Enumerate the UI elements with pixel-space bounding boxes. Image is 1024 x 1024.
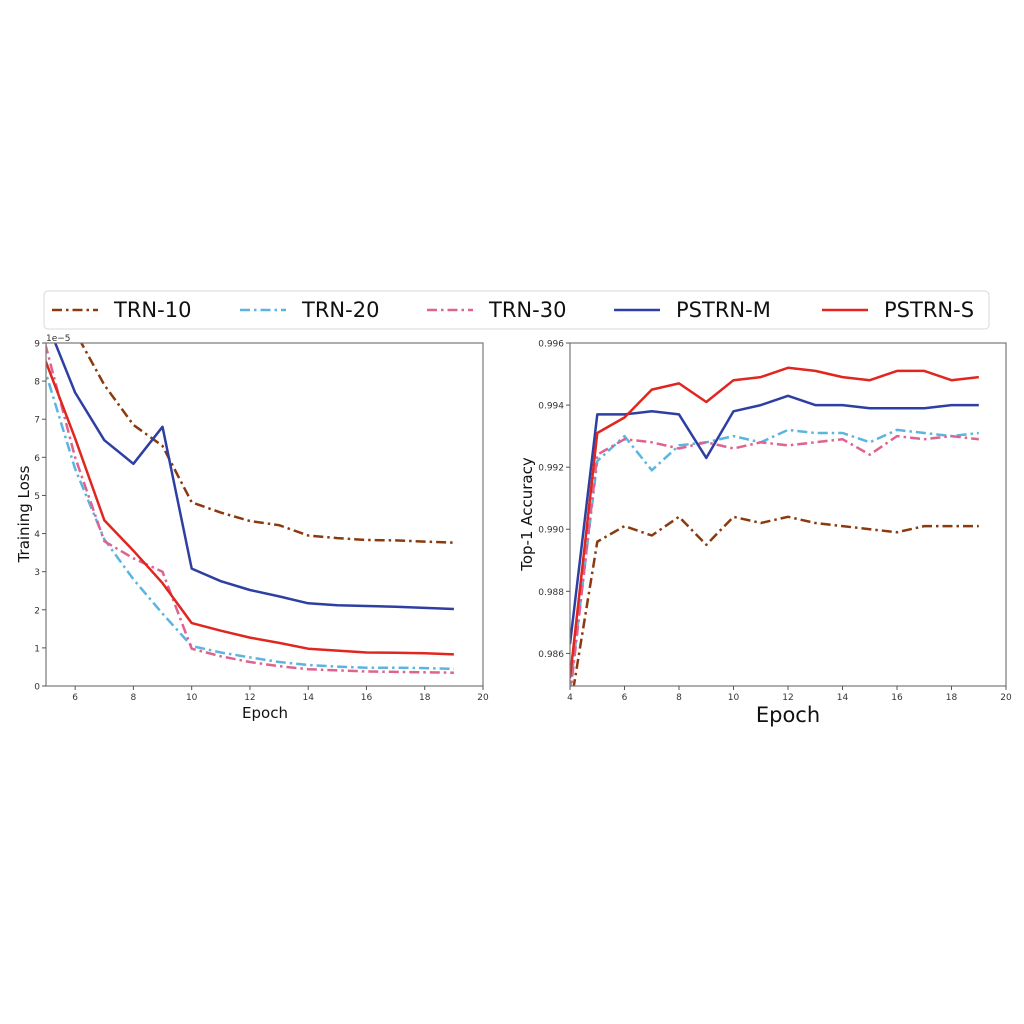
series-line-trn-20 — [570, 428, 979, 686]
y-tick-label: 5 — [34, 492, 40, 502]
y-tick-label: 0 — [34, 683, 40, 693]
y-axis-label-right: Top-1 Accuracy — [518, 457, 536, 572]
series-line-trn-10 — [79, 343, 454, 544]
x-tick-label: 20 — [477, 693, 489, 703]
legend-label: TRN-20 — [301, 298, 379, 322]
y-axis-label-left: Training Loss — [15, 465, 33, 563]
y-tick-label: 1 — [34, 644, 40, 654]
legend-frame — [43, 290, 990, 330]
series-line-trn-10 — [572, 515, 979, 686]
legend-item-trn-10: TRN-10 — [52, 298, 191, 322]
legend-item-pstrn-s: PSTRN-S — [822, 298, 974, 322]
x-tick-label: 12 — [782, 693, 793, 703]
axes-frame-right — [569, 342, 1007, 687]
legend: TRN-10 TRN-20 TRN-30 PSTRN-M PSTRN-S — [43, 290, 990, 330]
legend-label: PSTRN-S — [884, 298, 974, 322]
y-tick-label: 7 — [34, 416, 40, 426]
x-tick-label: 14 — [837, 693, 849, 703]
x-axis-label-left: Epoch — [242, 704, 288, 722]
series-line-pstrn-s — [570, 366, 979, 679]
legend-item-trn-20: TRN-20 — [240, 298, 379, 322]
x-tick-label: 14 — [302, 693, 314, 703]
y-tick-label: 9 — [34, 340, 40, 350]
y-tick-label: 3 — [34, 568, 40, 578]
legend-item-pstrn-m: PSTRN-M — [614, 298, 771, 322]
x-tick-label: 10 — [186, 693, 198, 703]
x-tick-label: 12 — [244, 693, 255, 703]
axes-frame-left — [45, 342, 484, 687]
y-tick-label: 4 — [34, 530, 40, 540]
series-line-trn-20 — [46, 369, 454, 671]
y-tick-label: 0.988 — [538, 588, 564, 598]
x-tick-label: 20 — [1000, 693, 1012, 703]
x-tick-label: 4 — [567, 693, 573, 703]
series-line-trn-30 — [46, 343, 454, 674]
y-tick-label: 6 — [34, 454, 40, 464]
x-tick-label: 16 — [361, 693, 373, 703]
y-tick-label: 0.992 — [538, 464, 564, 474]
y-offset-label: 1e−5 — [46, 334, 71, 344]
top1-accuracy-chart: 4 6 8 10 12 14 16 18 20 0.986 0.988 0.990 0.992 0.994… — [518, 340, 1012, 728]
legend-label: PSTRN-M — [676, 298, 771, 322]
y-tick-label: 0.986 — [538, 650, 564, 660]
y-tick-label: 2 — [34, 606, 40, 616]
series-line-pstrn-m — [570, 394, 979, 645]
x-tick-label: 18 — [419, 693, 431, 703]
x-tick-label: 18 — [946, 693, 958, 703]
x-axis-label-right: Epoch — [756, 703, 820, 727]
series-line-pstrn-m — [53, 343, 454, 611]
legend-label: TRN-10 — [113, 298, 191, 322]
y-tick-label: 0.994 — [538, 402, 564, 412]
x-tick-label: 8 — [131, 693, 137, 703]
x-tick-label: 16 — [891, 693, 903, 703]
y-tick-label: 0.990 — [538, 526, 564, 536]
x-tick-label: 8 — [676, 693, 682, 703]
x-tick-label: 6 — [622, 693, 628, 703]
y-tick-label: 0.996 — [538, 340, 564, 350]
legend-item-trn-30: TRN-30 — [427, 298, 566, 322]
y-tick-label: 8 — [34, 378, 40, 388]
legend-label: TRN-30 — [488, 298, 566, 322]
series-line-trn-30 — [570, 434, 979, 686]
x-tick-label: 10 — [728, 693, 740, 703]
x-tick-label: 6 — [72, 693, 78, 703]
series-line-pstrn-s — [46, 359, 454, 656]
